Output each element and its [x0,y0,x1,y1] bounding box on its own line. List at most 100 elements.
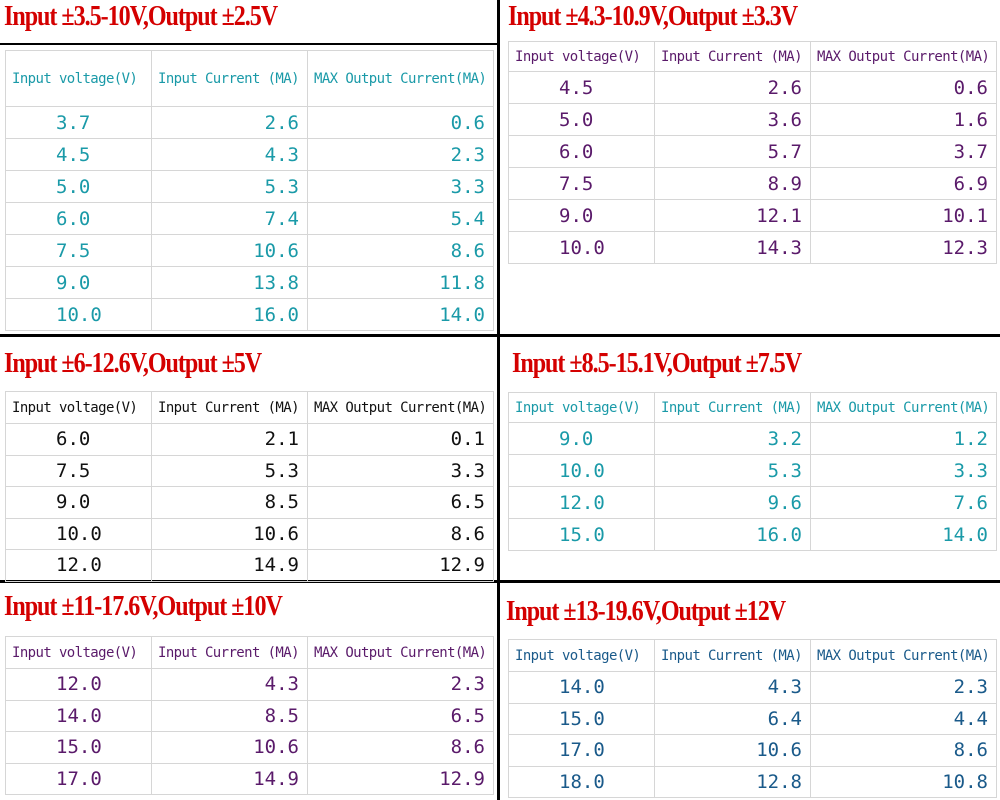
table-cell: 17.0 [5,762,152,795]
table-cell: 5.3 [151,170,308,203]
table-cell: 7.5 [5,234,152,267]
table-cell: 10.0 [508,454,655,487]
table-cell: 2.6 [654,71,811,104]
divider-row-1 [0,334,1000,337]
table-row: 12.0 9.6 7.6 [508,486,997,519]
column-header: Input voltage(V) [508,392,655,423]
spec-table: Input voltage(V) Input Current (MA) MAX Ou… [508,392,997,551]
column-header: Input voltage(V) [5,50,152,107]
table-cell: 14.0 [5,699,152,732]
divider-top-left [0,43,497,45]
table-cell: 9.0 [508,422,655,455]
table-cell: 8.6 [810,734,997,767]
table-cell: 7.6 [810,486,997,519]
column-header: Input Current (MA) [151,636,308,669]
table-cell: 12.9 [307,549,494,582]
table-row: 9.0 3.2 1.2 [508,422,997,455]
table-cell: 0.6 [810,71,997,104]
spec-table: Input voltage(V) Input Current (MA) MAX Ou… [5,391,494,582]
table-cell: 10.6 [151,731,308,764]
table-row: 4.5 2.6 0.6 [508,71,997,104]
table-cell: 1.2 [810,422,997,455]
table-row: 9.0 12.1 10.1 [508,199,997,232]
column-header: Input Current (MA) [654,639,811,672]
table-cell: 4.5 [508,71,655,104]
column-header: Input Current (MA) [654,392,811,423]
table-cell: 8.5 [151,699,308,732]
table-row: 9.0 8.5 6.5 [5,486,494,519]
table-cell: 14.9 [151,549,308,582]
table-cell: 18.0 [508,765,655,798]
table-cell: 8.9 [654,167,811,200]
table-cell: 15.0 [508,518,655,551]
table-cell: 7.5 [508,167,655,200]
table-cell: 10.0 [5,517,152,550]
table-cell: 13.8 [151,266,308,299]
column-header: MAX Output Current(MA) [810,392,997,423]
column-header: Input voltage(V) [5,636,152,669]
spec-table: Input voltage(V) Input Current (MA) MAX Ou… [5,636,494,795]
table-cell: 10.0 [5,298,152,331]
table-cell: 15.0 [508,702,655,735]
table-row: 14.0 4.3 2.3 [508,671,997,704]
table-row: 7.5 5.3 3.3 [5,454,494,487]
table-cell: 12.0 [5,549,152,582]
table-cell: 6.0 [508,135,655,168]
table-header-row: Input voltage(V) Input Current (MA) MAX Ou… [508,392,997,423]
table-cell: 8.5 [151,486,308,519]
table-cell: 5.0 [508,103,655,136]
table-header-row: Input voltage(V) Input Current (MA) MAX Ou… [5,636,494,669]
column-header: Input voltage(V) [508,639,655,672]
table-cell: 6.4 [654,702,811,735]
table-row: 17.0 14.9 12.9 [5,762,494,795]
table-cell: 16.0 [654,518,811,551]
panel-title: Input ±11-17.6V,Output ±10V [4,591,283,622]
table-cell: 2.3 [810,671,997,704]
table-cell: 15.0 [5,731,152,764]
table-cell: 6.0 [5,423,152,456]
column-header: MAX Output Current(MA) [307,50,494,107]
table-row: 12.0 4.3 2.3 [5,668,494,701]
table-row: 6.0 5.7 3.7 [508,135,997,168]
spec-table: Input voltage(V) Input Current (MA) MAX Ou… [5,50,494,331]
table-cell: 12.1 [654,199,811,232]
table-row: 10.0 5.3 3.3 [508,454,997,487]
table-cell: 9.6 [654,486,811,519]
table-cell: 4.3 [654,671,811,704]
table-cell: 2.3 [307,138,494,171]
table-row: 15.0 16.0 14.0 [508,518,997,551]
table-cell: 3.6 [654,103,811,136]
table-header-row: Input voltage(V) Input Current (MA) MAX Ou… [508,639,997,672]
table-cell: 5.3 [654,454,811,487]
table-row: 18.0 12.8 10.8 [508,765,997,798]
table-row: 10.0 10.6 8.6 [5,517,494,550]
table-cell: 8.6 [307,517,494,550]
table-row: 15.0 10.6 8.6 [5,731,494,764]
table-row: 6.0 7.4 5.4 [5,202,494,235]
column-header: MAX Output Current(MA) [810,639,997,672]
panel-title: Input ±13-19.6V,Output ±12V [506,596,786,627]
table-cell: 12.0 [508,486,655,519]
column-header: Input Current (MA) [151,50,308,107]
table-row: 6.0 2.1 0.1 [5,423,494,456]
panel-title: Input ±6-12.6V,Output ±5V [4,348,262,379]
table-cell: 4.5 [5,138,152,171]
table-cell: 5.4 [307,202,494,235]
table-cell: 16.0 [151,298,308,331]
table-row: 7.5 8.9 6.9 [508,167,997,200]
table-header-row: Input voltage(V) Input Current (MA) MAX Ou… [5,50,494,107]
table-row: 10.0 16.0 14.0 [5,298,494,331]
table-cell: 10.1 [810,199,997,232]
table-row: 14.0 8.5 6.5 [5,699,494,732]
table-cell: 14.3 [654,231,811,264]
table-cell: 14.0 [810,518,997,551]
table-cell: 3.3 [307,170,494,203]
table-cell: 12.9 [307,762,494,795]
table-cell: 2.6 [151,106,308,139]
center-divider [497,0,500,800]
table-cell: 9.0 [5,266,152,299]
table-cell: 7.5 [5,454,152,487]
table-cell: 4.4 [810,702,997,735]
table-row: 5.0 5.3 3.3 [5,170,494,203]
table-row: 5.0 3.6 1.6 [508,103,997,136]
